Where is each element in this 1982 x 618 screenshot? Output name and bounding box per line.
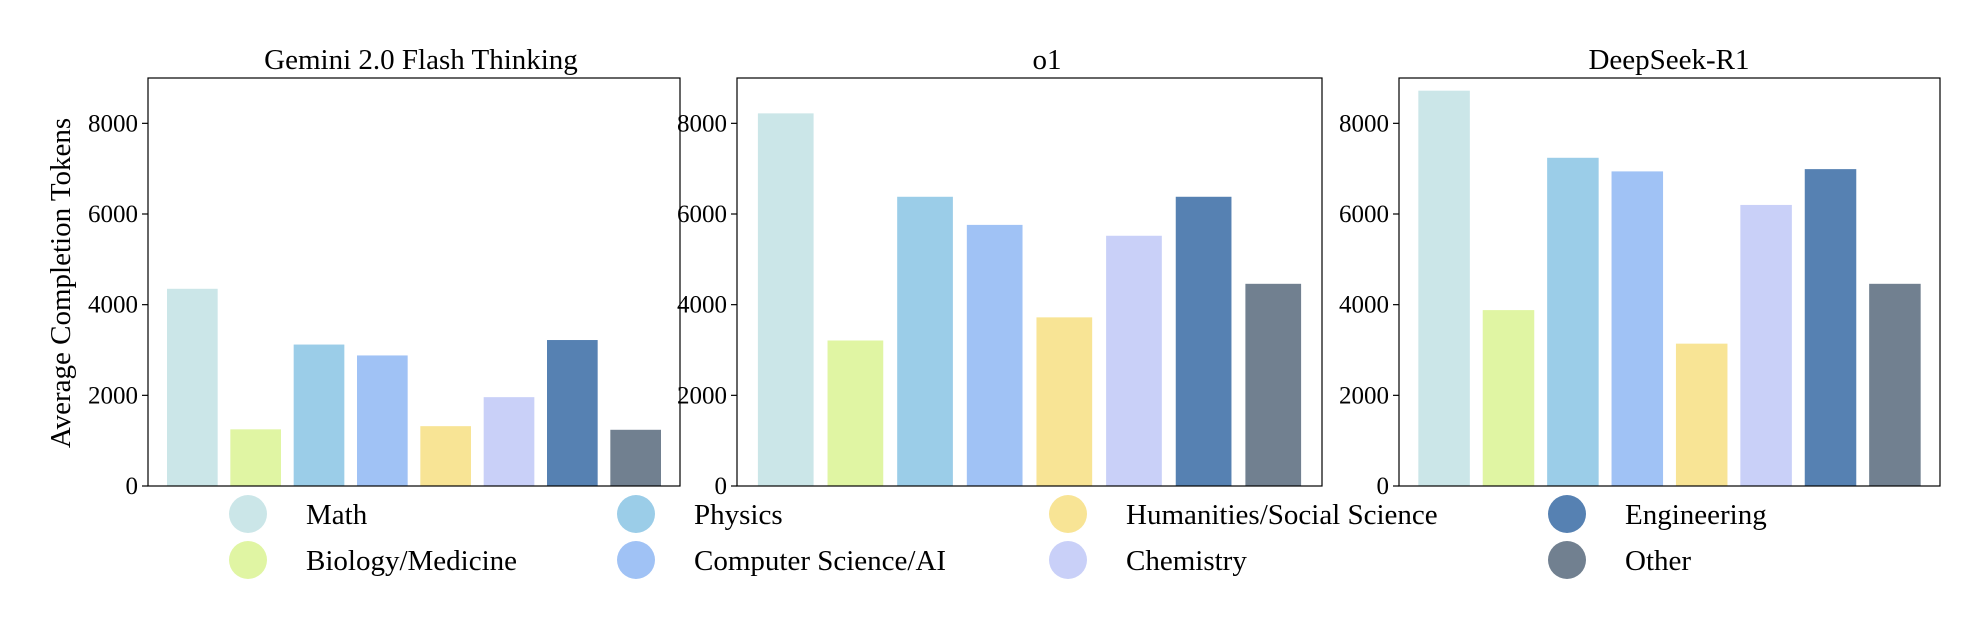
y-tick-label: 2000: [88, 382, 138, 409]
legend-label-physics: Physics: [694, 499, 783, 531]
y-axis-label: Average Completion Tokens: [45, 118, 77, 448]
bar-chemistry: [1740, 204, 1792, 486]
plot-frame: [1398, 77, 1941, 487]
legend-marker-chemistry: [1049, 541, 1087, 579]
bar-humanities-social-science: [420, 426, 471, 486]
y-tick-label: 8000: [88, 110, 138, 137]
bar-humanities-social-science: [1036, 317, 1093, 486]
bar-computer-science-ai: [1611, 171, 1664, 486]
legend-marker-physics: [617, 495, 655, 533]
bar-physics: [1547, 157, 1599, 487]
bar-chemistry: [1106, 235, 1162, 486]
legend: Math Physics Humanities/Social Science Engi…: [229, 495, 1767, 579]
bar-computer-science-ai: [966, 224, 1023, 486]
y-tick-label: 2000: [677, 382, 727, 409]
legend-label-math: Math: [306, 499, 368, 531]
bar-physics: [293, 344, 345, 486]
bar-biology-medicine: [827, 340, 884, 486]
legend-label-biology-medicine: Biology/Medicine: [306, 545, 517, 577]
panel-o1: o1 0 2000 4000 6000 8000: [677, 44, 1323, 500]
y-tick-label: 2000: [1339, 382, 1389, 409]
panel-deepseek-r1: DeepSeek-R1 0 2000 4000 6000 8000: [1339, 44, 1941, 500]
bar-other: [1869, 283, 1921, 486]
panel-title: Gemini 2.0 Flash Thinking: [264, 44, 578, 76]
bar-biology-medicine: [1482, 310, 1535, 486]
bar-engineering: [1804, 169, 1857, 486]
legend-marker-computer-science-ai: [617, 541, 655, 579]
legend-label-computer-science-ai: Computer Science/AI: [694, 545, 946, 577]
panel-gemini-2-0-flash-thinking: Gemini 2.0 Flash Thinking 0 2000 4000 6000 8…: [88, 44, 681, 500]
bar-other: [610, 429, 661, 486]
bar-humanities-social-science: [1675, 343, 1728, 486]
y-tick-label: 0: [126, 473, 139, 500]
legend-marker-other: [1548, 541, 1586, 579]
panel-title: o1: [1033, 44, 1062, 76]
plot-frame: [736, 77, 1323, 487]
bar-physics: [897, 196, 953, 486]
legend-marker-math: [229, 495, 267, 533]
legend-label-chemistry: Chemistry: [1126, 545, 1247, 577]
legend-label-humanities-social-science: Humanities/Social Science: [1126, 499, 1438, 531]
plot-frame: [147, 77, 681, 487]
legend-marker-humanities-social-science: [1049, 495, 1087, 533]
bar-biology-medicine: [230, 429, 281, 486]
bar-math: [757, 113, 814, 487]
bar-engineering: [547, 340, 598, 486]
y-tick-label: 8000: [677, 110, 727, 137]
legend-label-engineering: Engineering: [1625, 499, 1767, 531]
bar-computer-science-ai: [357, 355, 408, 486]
legend-marker-biology-medicine: [229, 541, 267, 579]
y-tick-label: 4000: [1339, 292, 1389, 319]
y-tick-label: 0: [1377, 473, 1390, 500]
bar-math: [167, 288, 218, 486]
y-tick-label: 6000: [1339, 201, 1389, 228]
bar-chemistry: [483, 397, 535, 486]
panel-title: DeepSeek-R1: [1588, 44, 1749, 76]
legend-marker-engineering: [1548, 495, 1586, 533]
y-tick-label: 8000: [1339, 110, 1389, 137]
y-tick-label: 4000: [88, 292, 138, 319]
bar-other: [1245, 283, 1302, 486]
y-tick-label: 6000: [88, 201, 138, 228]
bar-math: [1418, 90, 1470, 486]
y-tick-label: 4000: [677, 292, 727, 319]
bar-engineering: [1175, 196, 1232, 486]
y-tick-label: 0: [715, 473, 728, 500]
legend-label-other: Other: [1625, 545, 1691, 577]
y-tick-label: 6000: [677, 201, 727, 228]
